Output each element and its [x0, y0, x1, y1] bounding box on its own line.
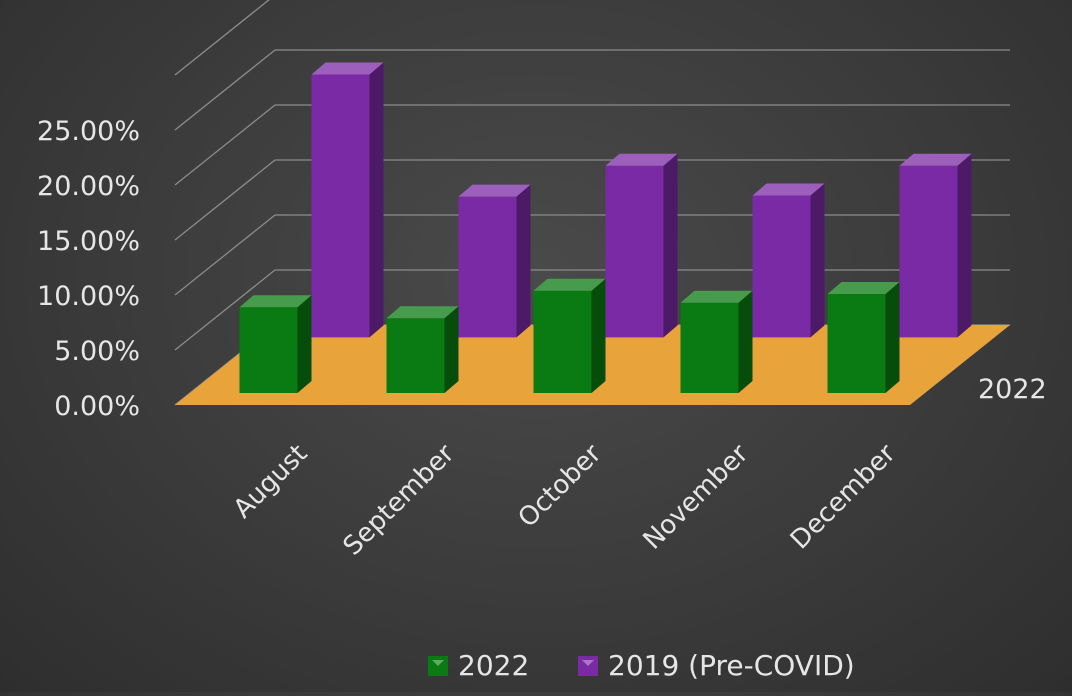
bar-side — [516, 184, 531, 338]
bar-2019-november — [752, 183, 825, 338]
bar-side — [810, 183, 825, 338]
legend-swatch-highlight — [582, 660, 594, 666]
gridline-side — [174, 49, 276, 131]
legend-item-2019[interactable]: 2019 (Pre-COVID) — [578, 649, 855, 682]
bar-front — [533, 290, 592, 393]
gridline-side — [174, 159, 276, 241]
bar-2019-august — [311, 62, 384, 338]
y-tick-label: 20.00% — [37, 171, 140, 202]
bar-front — [605, 165, 664, 338]
bar-2022-august — [239, 295, 312, 393]
y-axis-ticks: 0.00% 5.00% 10.00% 15.00% 20.00% 25.00% — [37, 116, 140, 422]
y-tick-label: 10.00% — [37, 281, 140, 312]
bar-front — [239, 307, 298, 393]
bar-top — [827, 282, 900, 294]
gridline-side — [174, 0, 270, 76]
bar-top — [605, 153, 678, 166]
bar-2019-september — [458, 184, 531, 338]
bar-top — [311, 62, 384, 75]
x-tick-label: October — [513, 439, 608, 534]
depth-axis-label: 2022 — [978, 374, 1047, 405]
bar-2022-october — [533, 278, 606, 393]
series-2022-bars — [239, 278, 900, 393]
bar-side — [297, 295, 312, 393]
bar-front — [386, 318, 445, 393]
legend[interactable]: 2022 2019 (Pre-COVID) — [428, 649, 855, 682]
legend-swatch-highlight — [432, 660, 444, 666]
bar-top — [899, 153, 972, 166]
gridline-side — [174, 104, 276, 186]
bar-side — [444, 306, 459, 393]
x-tick-label: September — [338, 439, 461, 562]
y-tick-label: 25.00% — [37, 116, 140, 147]
x-axis-ticks: August September October November December — [228, 439, 902, 562]
bar-top — [752, 183, 825, 196]
bar-top — [458, 184, 531, 197]
legend-label: 2022 — [458, 649, 529, 682]
bar-top — [533, 278, 606, 291]
bar-front — [899, 165, 958, 338]
bar-front — [752, 195, 811, 338]
legend-label: 2019 (Pre-COVID) — [608, 649, 855, 682]
bar-front — [458, 196, 517, 338]
x-tick-label: November — [638, 439, 755, 556]
series-2019-bars — [311, 62, 972, 338]
bar-side — [885, 282, 900, 393]
bar-2022-september — [386, 306, 459, 393]
gridline-side — [174, 214, 276, 296]
bar-top — [386, 306, 459, 319]
bar-front — [680, 302, 739, 393]
x-tick-label: August — [228, 439, 314, 525]
y-tick-label: 5.00% — [54, 336, 140, 367]
bar-2019-october — [605, 153, 678, 338]
bar-front — [311, 74, 370, 338]
bar-top — [680, 290, 753, 303]
bar-2022-november — [680, 290, 753, 393]
y-tick-label: 0.00% — [54, 391, 140, 422]
bar-side — [369, 62, 384, 338]
bar-side — [591, 278, 606, 393]
bar-top — [239, 295, 312, 308]
bar-2022-december — [827, 282, 900, 393]
bar-side — [663, 153, 678, 338]
y-tick-label: 15.00% — [37, 226, 140, 257]
bar-side — [957, 153, 972, 338]
bar-side — [738, 290, 753, 393]
x-tick-label: December — [785, 439, 902, 556]
legend-item-2022[interactable]: 2022 — [428, 649, 529, 682]
gridline-side — [174, 269, 276, 351]
bar-2019-december — [899, 153, 972, 338]
bar-front — [827, 294, 886, 393]
